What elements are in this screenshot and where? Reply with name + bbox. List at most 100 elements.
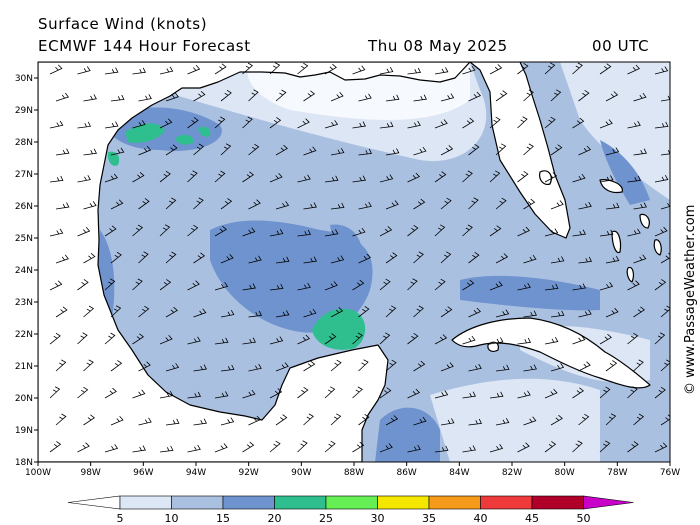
- wind-barb: [275, 144, 288, 156]
- wind-barb: [132, 120, 146, 129]
- wind-barb: [654, 121, 669, 129]
- wind-barb: [627, 228, 641, 237]
- wind-barb: [55, 359, 67, 372]
- wind-barb: [324, 229, 339, 237]
- wind-barb: [214, 282, 229, 291]
- wind-barb: [385, 415, 399, 426]
- wind-barb: [159, 334, 173, 345]
- copyright-credit: © www.PassageWeather.com: [683, 205, 698, 395]
- wind-barb: [165, 92, 179, 102]
- wind-barb: [654, 332, 666, 345]
- wind-barb: [269, 229, 284, 237]
- wind-barb: [599, 282, 614, 291]
- wind-barb: [462, 65, 476, 75]
- lat-tick-label: 22N: [15, 330, 33, 340]
- wind-barb: [633, 254, 647, 264]
- lat-tick-label: 19N: [15, 426, 33, 436]
- wind-barb: [605, 91, 619, 102]
- wind-barb: [489, 281, 503, 291]
- wind-barb: [214, 170, 226, 183]
- wind-barb: [358, 305, 370, 318]
- wind-barb: [544, 337, 559, 345]
- wind-barb: [413, 360, 426, 372]
- wind-barb: [55, 306, 68, 318]
- wind-barb: [599, 119, 613, 129]
- wind-barb: [605, 413, 617, 426]
- lon-tick-label: 88W: [344, 468, 364, 478]
- wind-barb: [275, 414, 288, 426]
- wind-barb: [352, 279, 365, 291]
- wind-barb: [352, 441, 365, 453]
- wind-barb: [434, 224, 446, 237]
- wind-barb: [578, 201, 592, 210]
- wind-barb: [407, 278, 418, 291]
- wind-barb: [248, 363, 262, 372]
- wind-barb: [468, 363, 482, 372]
- wind-barb: [187, 280, 200, 291]
- wind-barb: [159, 224, 171, 237]
- wind-barb: [578, 413, 590, 426]
- lon-tick-label: 76W: [660, 468, 680, 478]
- wind-barb: [297, 174, 311, 183]
- colorbar-label: 30: [371, 512, 385, 525]
- wind-barb: [49, 332, 61, 345]
- wind-barb: [248, 310, 263, 318]
- lat-tick-label: 20N: [15, 394, 33, 404]
- wind-barb: [77, 442, 90, 453]
- wind-barb: [352, 332, 363, 345]
- wind-barb: [55, 413, 67, 426]
- wind-barb: [440, 93, 455, 102]
- wind-barb: [55, 148, 70, 156]
- wind-barb: [330, 255, 345, 264]
- wind-barb: [407, 444, 421, 453]
- wind-barb: [407, 67, 422, 75]
- wind-barb: [633, 92, 647, 102]
- wind-barb: [77, 332, 88, 345]
- wind-barb: [407, 332, 419, 345]
- lon-tick-label: 98W: [80, 468, 100, 478]
- credit-text: © www.PassageWeather.com: [683, 205, 698, 395]
- wind-barb: [358, 253, 371, 264]
- wind-barb: [77, 121, 92, 129]
- wind-barb: [550, 256, 565, 264]
- wind-barb: [159, 445, 174, 453]
- wind-barb: [132, 333, 145, 345]
- wind-barb: [379, 332, 391, 345]
- wind-barb: [385, 252, 398, 264]
- wind-barb: [550, 144, 563, 156]
- wind-barb: [468, 307, 482, 318]
- wind-barb: [138, 251, 149, 264]
- wind-barb: [330, 307, 344, 318]
- wind-barb: [489, 337, 504, 345]
- wind-barb: [413, 146, 427, 156]
- chart-title: Surface Wind (knots): [38, 15, 208, 33]
- wind-barb: [468, 143, 480, 156]
- wind-barb: [275, 201, 290, 210]
- wind-barb: [324, 440, 336, 453]
- wind-barb: [358, 148, 373, 156]
- wind-barb: [468, 91, 481, 102]
- wind-barb: [132, 224, 144, 237]
- wind-barb: [132, 445, 146, 453]
- wind-barb: [193, 197, 204, 210]
- latitude-ticks: 30N 29N 28N 27N 26N 25N 24N 23N 22N 21N 20N 19N 18N: [15, 74, 38, 468]
- wind-barb: [358, 413, 370, 426]
- lat-tick-label: 21N: [15, 362, 33, 372]
- wind-barb: [654, 175, 669, 183]
- wind-barb: [187, 336, 201, 345]
- wind-barb: [654, 442, 668, 453]
- wind-barb: [324, 281, 338, 291]
- wind-barb: [434, 334, 448, 345]
- wind-barb: [462, 445, 476, 453]
- wind-barb: [303, 360, 316, 372]
- wind-barb: [605, 202, 620, 210]
- wind-barb: [517, 226, 531, 237]
- wind-barb: [165, 418, 180, 426]
- lat-tick-label: 29N: [15, 106, 33, 116]
- colorbar-segment: [377, 495, 430, 510]
- wind-barb: [187, 170, 198, 183]
- wind-barb: [220, 364, 235, 372]
- wind-barb: [523, 254, 537, 264]
- wind-barb: [468, 418, 483, 426]
